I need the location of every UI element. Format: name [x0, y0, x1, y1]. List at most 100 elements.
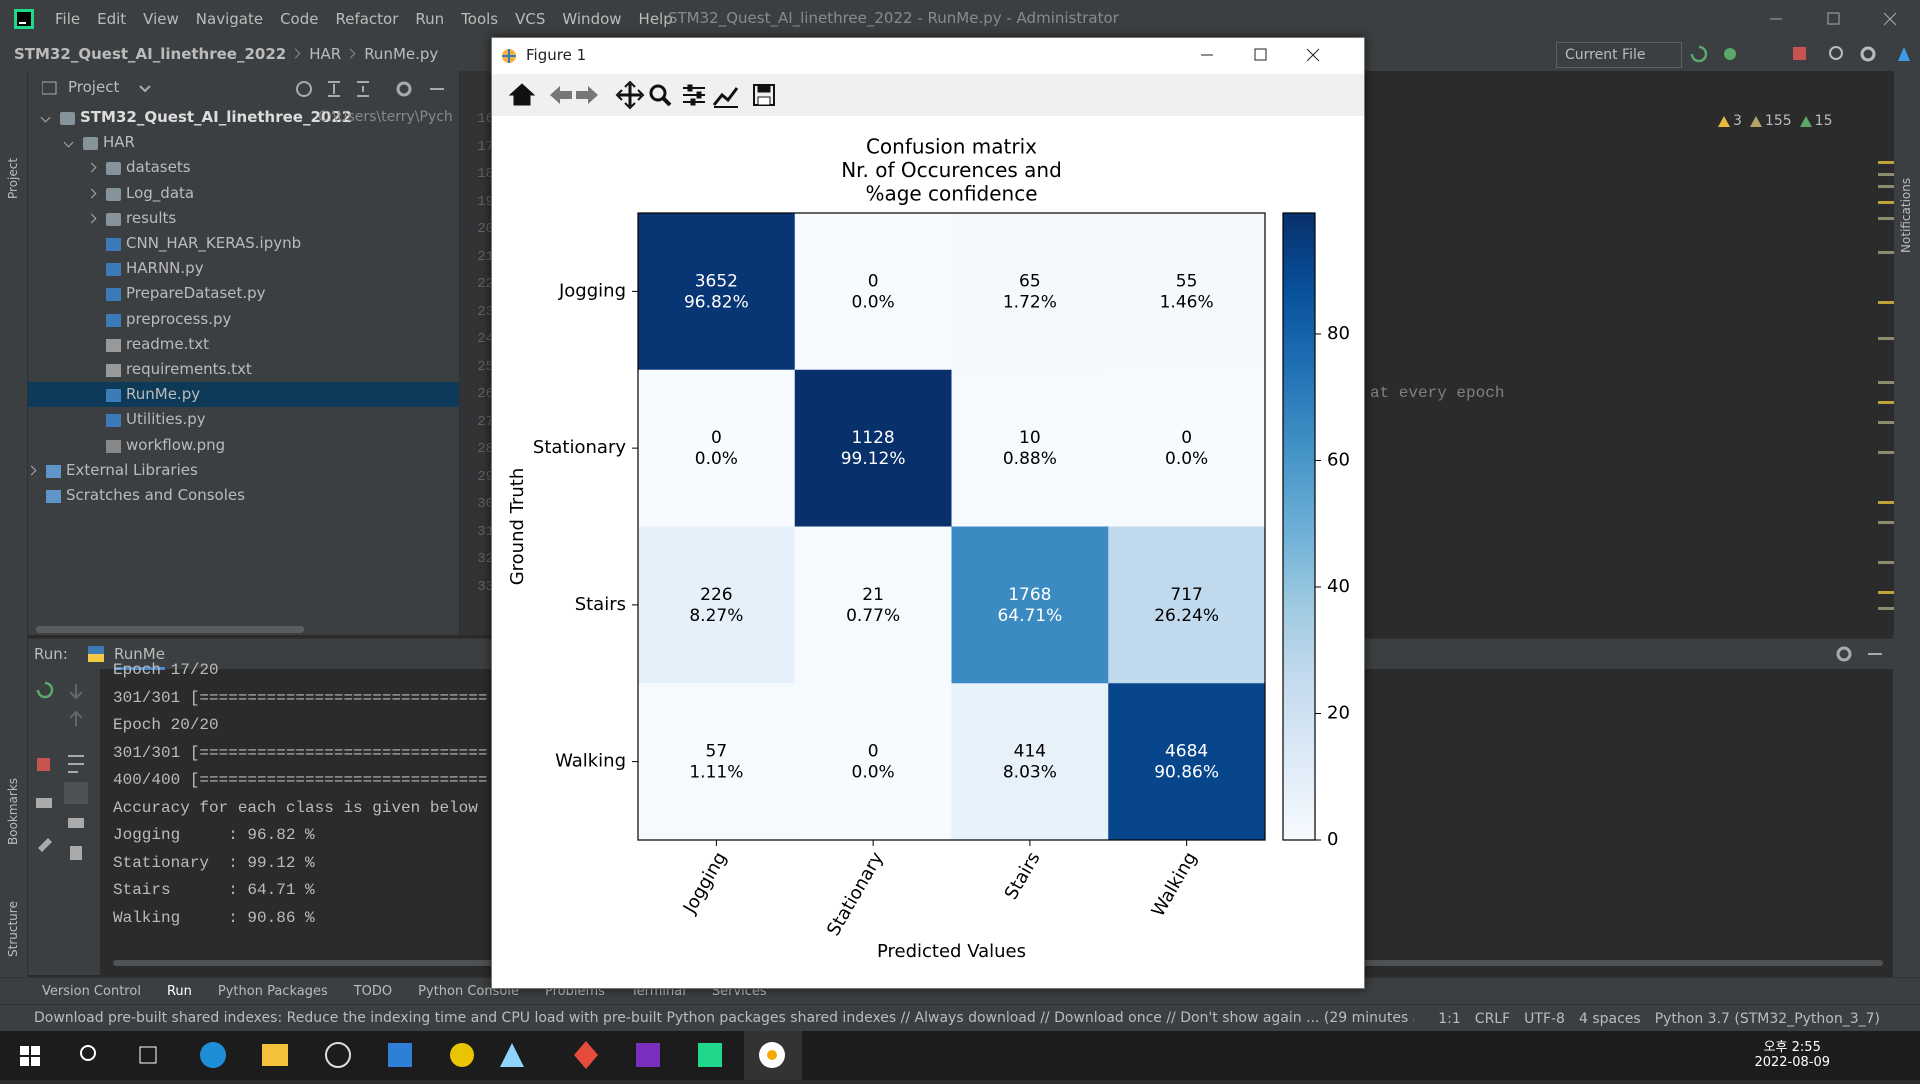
status-item[interactable]: 1:1 [1438, 1010, 1461, 1027]
menu-item[interactable]: View [143, 9, 179, 28]
cell-count: 55 [1176, 271, 1198, 291]
stripe-mark[interactable] [1878, 161, 1894, 164]
tree-icon [46, 490, 61, 503]
stripe-mark[interactable] [1878, 501, 1894, 504]
tree-item[interactable]: Scratches and Consoles [66, 486, 245, 504]
tree-item[interactable]: PrepareDataset.py [126, 284, 266, 303]
scrollbar[interactable] [36, 626, 304, 633]
tool-tab[interactable]: TODO [353, 983, 393, 999]
inspection-count[interactable]: 15 [1814, 113, 1833, 129]
inspection-icon[interactable] [1749, 115, 1762, 127]
stripe-mark[interactable] [1878, 301, 1894, 304]
window-controls[interactable] [1760, 6, 1920, 32]
inspection-icon[interactable] [1799, 115, 1812, 127]
nav-toolbar[interactable] [1686, 41, 1920, 67]
figure-icon [502, 49, 516, 63]
tree-item[interactable]: HAR [103, 133, 135, 152]
tree-item[interactable]: requirements.txt [126, 360, 252, 378]
status-item[interactable]: 4 spaces [1578, 1010, 1641, 1027]
menu-item[interactable]: VCS [515, 9, 546, 28]
line-number: 30 [477, 496, 494, 512]
tree-item[interactable]: readme.txt [126, 334, 210, 353]
stripe-mark[interactable] [1878, 185, 1894, 188]
status-item[interactable]: CRLF [1474, 1010, 1511, 1027]
side-label[interactable]: Structure [6, 901, 20, 957]
tree-item[interactable]: results [126, 208, 177, 227]
menu-item[interactable]: Refactor [335, 9, 399, 28]
stripe-mark[interactable] [1878, 451, 1894, 454]
run-config[interactable]: Current File [1556, 42, 1682, 68]
stripe-mark[interactable] [1878, 591, 1894, 594]
root-path: C:\Users\terry\Pych [318, 109, 453, 125]
tree-arrow[interactable] [86, 188, 97, 199]
colorbar-tick-label: 20 [1327, 702, 1350, 723]
console-line: Stairs : 64.71 % [113, 881, 315, 899]
stripe-mark[interactable] [1878, 201, 1894, 204]
tree-arrow[interactable] [28, 465, 37, 476]
tree-item[interactable]: External Libraries [66, 460, 198, 479]
tree-arrow[interactable] [63, 137, 74, 148]
menu-item[interactable]: Help [638, 9, 673, 28]
stripe-mark[interactable] [1878, 421, 1894, 424]
tree-item[interactable]: datasets [126, 158, 191, 177]
status-message[interactable]: Download pre-built shared indexes: Reduc… [34, 1010, 1414, 1026]
tree-item[interactable]: STM32_Quest_AI_linethree_2022 [80, 108, 353, 126]
colorbar-tick-label: 40 [1327, 576, 1350, 597]
taskbar-icons[interactable] [0, 1031, 820, 1080]
tree-item[interactable]: Log_data [126, 183, 195, 202]
tool-tab[interactable]: Version Control [42, 983, 141, 999]
tree-arrow[interactable] [86, 213, 97, 224]
tree-arrow[interactable] [40, 112, 51, 123]
tree-item[interactable]: CNN_HAR_KERAS.ipynb [126, 234, 302, 252]
tree-icon [106, 288, 121, 302]
inspection-icon[interactable] [1718, 115, 1730, 127]
stripe-mark[interactable] [1878, 381, 1894, 384]
tool-tab[interactable]: Run [166, 983, 192, 999]
breadcrumb[interactable]: RunMe.py [341, 45, 438, 63]
status-item[interactable]: Python 3.7 (STM32_Python_3_7) [1654, 1010, 1880, 1027]
y-tick-label: Walking [555, 751, 626, 772]
side-label[interactable]: Project [6, 157, 20, 199]
menu-item[interactable]: Window [562, 9, 622, 28]
tree-item[interactable]: Utilities.py [126, 410, 206, 429]
panel-title[interactable]: Project [68, 78, 120, 96]
stripe-mark[interactable] [1878, 401, 1894, 404]
menu-item[interactable]: Code [280, 9, 319, 28]
stripe-mark[interactable] [1878, 561, 1894, 564]
stripe-mark[interactable] [1878, 607, 1894, 610]
breadcrumb[interactable]: STM32_Quest_AI_linethree_2022 [14, 45, 287, 63]
side-label[interactable]: Notifications [1899, 177, 1913, 253]
run-tab[interactable]: RunMe [114, 645, 165, 670]
tree-arrow[interactable] [86, 162, 97, 173]
menu-item[interactable]: Tools [461, 9, 499, 28]
stripe-mark[interactable] [1878, 173, 1894, 176]
tree-item[interactable]: RunMe.py [126, 385, 201, 404]
run-toolbar-icons[interactable] [28, 668, 100, 968]
tree-item[interactable]: workflow.png [126, 435, 226, 454]
cell-percent: 99.12% [841, 449, 906, 469]
status-item[interactable]: UTF-8 [1524, 1010, 1565, 1027]
breadcrumb[interactable]: HAR [286, 45, 341, 63]
stripe-mark[interactable] [1878, 251, 1894, 254]
stripe-mark[interactable] [1878, 337, 1894, 340]
stripe-mark[interactable] [1878, 521, 1894, 524]
side-label[interactable]: Bookmarks [6, 777, 20, 845]
inspection-count[interactable]: 155 [1764, 113, 1792, 129]
menu-item[interactable]: Navigate [195, 9, 264, 28]
inspections[interactable]: 3 155 15 [1710, 113, 1832, 129]
menu-item[interactable]: Run [415, 9, 445, 28]
tool-tab[interactable]: Python Packages [217, 983, 328, 999]
figure-window-controls[interactable] [1192, 38, 1364, 72]
inspection-count[interactable]: 3 [1733, 113, 1742, 129]
tree-item[interactable]: preprocess.py [126, 309, 232, 328]
menu-item[interactable]: Edit [97, 9, 127, 28]
stripe-mark[interactable] [1878, 217, 1894, 220]
tree-item[interactable]: HARNN.py [126, 259, 204, 278]
run-header-icons[interactable] [1828, 645, 1888, 663]
heatmap-cell [1108, 683, 1266, 841]
clock[interactable]: 오후 2:55 2022-08-09 [1754, 1036, 1830, 1070]
panel-header-icons[interactable] [42, 80, 459, 98]
tree-icon [106, 212, 121, 226]
figure-toolbar-buttons[interactable] [492, 74, 822, 116]
menu-item[interactable]: File [55, 9, 81, 28]
